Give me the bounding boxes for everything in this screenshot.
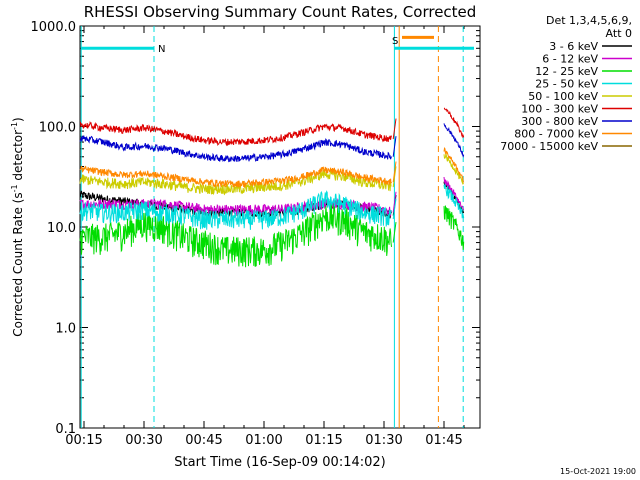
series-spike-7: [392, 161, 397, 183]
series-spike-3: [392, 198, 397, 220]
y-axis-label: Corrected Count Rate (s-1 detector-1): [10, 117, 25, 336]
series-line-3: [79, 190, 392, 230]
series-line-2: [79, 203, 392, 268]
x-tick-label: 00:15: [65, 433, 102, 448]
series-line-7: [79, 165, 392, 189]
legend-label: 25 - 50 keV: [535, 78, 598, 91]
x-tick-label: 01:30: [365, 433, 402, 448]
y-tick-label: 1000.0: [31, 20, 77, 35]
series-line-b-7: [443, 147, 465, 183]
y-tick-label: 1.0: [55, 322, 76, 337]
x-tick-label: 00:30: [125, 433, 162, 448]
y-tick-label: 10.0: [47, 221, 76, 236]
legend-label: 100 - 300 keV: [521, 103, 598, 116]
legend-header-line1: Det 1,3,4,5,6,9,: [546, 14, 632, 27]
series-line-b-6: [443, 123, 465, 158]
legend-label: 6 - 12 keV: [542, 53, 598, 66]
x-tick-label: 01:45: [425, 433, 462, 448]
x-tick-label: 00:45: [185, 433, 222, 448]
legend-label: 50 - 100 keV: [528, 90, 598, 103]
series-line-4: [79, 169, 392, 196]
night-flag-label: N: [158, 44, 165, 55]
series-spike-4: [392, 166, 397, 188]
series-line-b-3: [443, 183, 465, 219]
series-spike-6: [392, 136, 397, 157]
series-line-1: [79, 197, 392, 217]
x-tick-label: 01:00: [245, 433, 282, 448]
series-line-5: [79, 120, 392, 147]
legend-label: 7000 - 15000 keV: [500, 140, 598, 153]
series-line-b-4: [443, 153, 465, 185]
series-spike-5: [392, 118, 397, 140]
legend-header-line2: Att 0: [606, 27, 632, 40]
y-tick-label: 0.1: [55, 422, 76, 437]
observing-interval-lines: [80, 26, 464, 428]
series-line-6: [79, 135, 392, 163]
data-series: [79, 107, 465, 268]
legend-label: 12 - 25 keV: [535, 65, 598, 78]
series-line-b-2: [443, 205, 465, 250]
axis-ticks: 00:15 00:30 00:45 01:00 01:15 01:30 01:45 0.1 1.…: [31, 20, 480, 448]
legend-label: 3 - 6 keV: [549, 40, 598, 53]
series-spike-2: [392, 221, 397, 243]
x-axis-label: Start Time (16-Sep-09 00:14:02): [174, 455, 385, 470]
series-spike-1: [392, 191, 397, 213]
y-tick-label: 100.0: [39, 121, 76, 136]
saa-flag-label: S: [392, 36, 398, 47]
x-tick-label: 01:15: [305, 433, 342, 448]
legend-label: 300 - 800 keV: [521, 115, 598, 128]
chart-title: RHESSI Observing Summary Count Rates, Co…: [84, 3, 477, 21]
flag-bars: [81, 35, 474, 50]
series-line-b-1: [443, 176, 465, 211]
legend-label: 800 - 7000 keV: [514, 128, 598, 141]
generation-timestamp: 15-Oct-2021 19:00: [560, 467, 636, 476]
series-line-b-5: [443, 107, 465, 139]
